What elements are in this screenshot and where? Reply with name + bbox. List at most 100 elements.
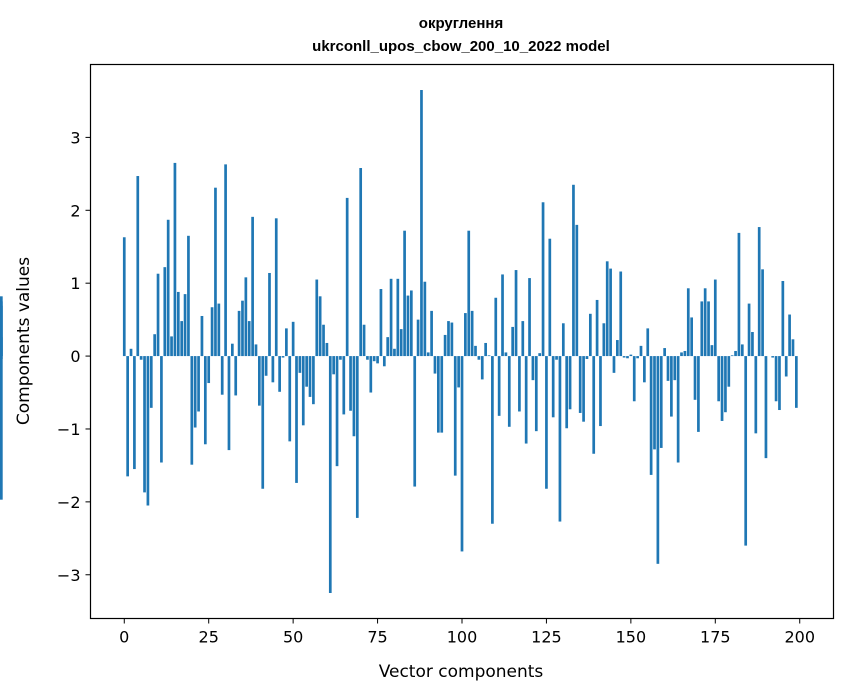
bar xyxy=(551,356,555,418)
bar xyxy=(717,356,721,402)
bar xyxy=(450,322,454,357)
x-tick-label: 150 xyxy=(616,628,647,647)
bar xyxy=(315,279,319,357)
y-tick-label: 1 xyxy=(70,274,80,293)
bar xyxy=(258,356,261,406)
bar xyxy=(393,348,396,357)
bar xyxy=(359,168,363,357)
bar xyxy=(588,313,592,357)
bar xyxy=(568,356,572,410)
bar xyxy=(180,321,184,357)
bar xyxy=(224,164,227,357)
bar xyxy=(514,270,518,357)
bar xyxy=(710,345,714,357)
bar xyxy=(737,232,741,357)
bar xyxy=(501,274,504,357)
bar xyxy=(173,162,177,357)
bar xyxy=(636,356,639,359)
bar xyxy=(747,303,751,357)
bar xyxy=(467,230,471,357)
x-tick-label: 175 xyxy=(700,628,731,647)
bar xyxy=(0,301,3,357)
bar xyxy=(437,356,440,433)
bar xyxy=(332,356,336,375)
bar xyxy=(285,328,288,357)
bar xyxy=(507,356,511,427)
bar xyxy=(251,216,254,357)
bar xyxy=(220,356,224,395)
x-tick-label: 200 xyxy=(784,628,815,647)
bar xyxy=(308,356,312,397)
bar xyxy=(399,329,403,357)
bar xyxy=(703,288,707,357)
bar xyxy=(680,352,683,357)
bar xyxy=(781,281,785,357)
bar xyxy=(247,321,251,357)
x-tick-label: 25 xyxy=(199,628,219,647)
bar xyxy=(190,356,194,465)
bar xyxy=(366,356,369,360)
bar xyxy=(720,356,724,421)
y-tick-label: 2 xyxy=(70,201,80,220)
bar xyxy=(595,299,599,357)
bar xyxy=(274,218,278,357)
bar xyxy=(605,261,609,357)
bar xyxy=(176,291,180,357)
bar xyxy=(335,356,339,467)
y-tick-label: 3 xyxy=(70,128,80,147)
bar xyxy=(649,356,653,475)
bar xyxy=(494,297,498,357)
bar xyxy=(433,356,437,374)
bar xyxy=(761,269,764,357)
bar xyxy=(230,343,234,357)
bar xyxy=(156,273,160,357)
bar xyxy=(521,321,525,357)
bar xyxy=(143,356,146,493)
bar xyxy=(349,356,352,411)
bar xyxy=(264,356,268,376)
bar xyxy=(406,295,410,357)
bar xyxy=(396,278,400,357)
bar xyxy=(193,356,197,428)
bar xyxy=(318,296,322,357)
bar xyxy=(183,294,187,357)
bar xyxy=(214,187,217,357)
bar xyxy=(170,336,173,357)
bar xyxy=(670,356,673,417)
bar xyxy=(690,317,693,357)
bar xyxy=(281,356,285,358)
bar xyxy=(548,238,552,357)
bar xyxy=(599,356,602,427)
bar xyxy=(643,356,646,383)
bar xyxy=(325,342,329,357)
bar xyxy=(345,197,349,357)
bar xyxy=(724,356,727,413)
bar xyxy=(531,356,535,381)
bar xyxy=(129,348,133,357)
bar xyxy=(788,314,791,357)
bar xyxy=(133,356,136,470)
bar xyxy=(602,323,606,357)
bar xyxy=(629,354,633,357)
x-tick-label: 75 xyxy=(367,628,387,647)
bar xyxy=(572,184,575,357)
bar xyxy=(561,323,565,357)
bar xyxy=(166,219,170,357)
bar xyxy=(372,356,376,362)
bar xyxy=(622,356,626,358)
bar xyxy=(217,303,221,357)
bar xyxy=(413,356,417,487)
bar xyxy=(683,350,687,357)
bar xyxy=(730,355,734,357)
bar xyxy=(666,356,670,381)
bar xyxy=(122,237,126,357)
bar xyxy=(582,356,585,422)
bar xyxy=(764,356,768,459)
bar xyxy=(700,301,704,357)
bar xyxy=(464,313,467,357)
bar xyxy=(328,356,332,593)
bar xyxy=(160,356,163,463)
bar xyxy=(676,356,680,463)
bar xyxy=(470,310,474,357)
